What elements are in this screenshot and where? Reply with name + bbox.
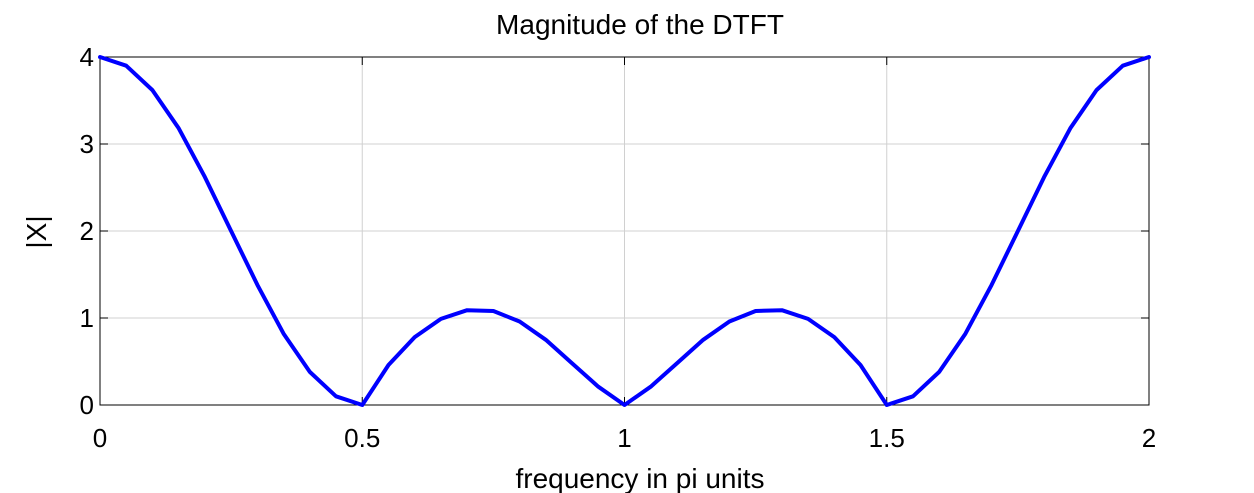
chart-title: Magnitude of the DTFT [496,9,784,40]
y-tick-label: 1 [80,303,94,333]
y-tick-label: 4 [80,42,94,72]
x-tick-label: 2 [1142,423,1156,453]
x-tick-labels: 0 0.5 1 1.5 2 [93,423,1156,453]
y-tick-label: 3 [80,129,94,159]
y-tick-label: 2 [80,216,94,246]
grid [99,56,1150,406]
x-tick-label: 1 [617,423,631,453]
x-tick-label: 0 [93,423,107,453]
series-line [98,55,1151,407]
x-axis-label: frequency in pi units [515,463,764,493]
x-tick-label: 0.5 [344,423,380,453]
y-tick-labels: 0 1 2 3 4 [80,42,94,420]
y-tick-label: 0 [80,390,94,420]
x-tick-label: 1.5 [869,423,905,453]
y-axis-label: |X| [21,215,52,248]
